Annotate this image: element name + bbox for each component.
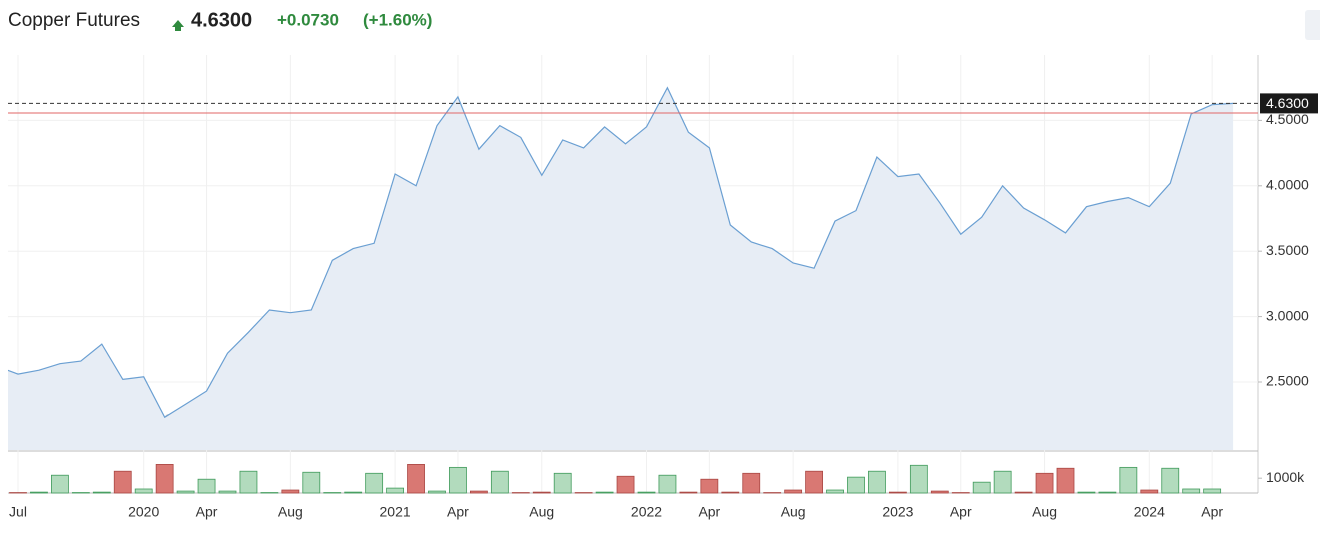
volume-bar bbox=[155, 464, 174, 494]
volume-bar bbox=[1182, 488, 1201, 494]
x-tick-label: 2024 bbox=[1134, 504, 1165, 520]
price-change: +0.0730 bbox=[277, 10, 339, 29]
volume-bar bbox=[92, 491, 111, 494]
y-tick-label: 2.5000 bbox=[1266, 373, 1309, 389]
x-tick-label: 2022 bbox=[631, 504, 662, 520]
volume-bar bbox=[1119, 466, 1138, 494]
x-tick-label: 2023 bbox=[882, 504, 913, 520]
x-tick-label: Aug bbox=[781, 504, 806, 520]
volume-bar bbox=[386, 487, 405, 494]
volume-bar bbox=[721, 491, 740, 494]
volume-bar bbox=[176, 490, 195, 494]
volume-bar bbox=[1077, 491, 1096, 494]
volume-bar bbox=[1035, 472, 1054, 494]
plot-area bbox=[8, 86, 1234, 450]
volume-bar bbox=[700, 478, 719, 494]
x-tick-label: Jul bbox=[9, 504, 27, 520]
volume-bar bbox=[826, 489, 844, 494]
volume-bar bbox=[302, 471, 321, 494]
volume-bar bbox=[407, 464, 425, 494]
volume-bar bbox=[469, 490, 488, 494]
volume-bar bbox=[889, 491, 907, 494]
y-tick-label: 3.5000 bbox=[1266, 242, 1309, 258]
volume-bar bbox=[1203, 488, 1222, 494]
volume-bar bbox=[197, 478, 216, 494]
last-price-box bbox=[1260, 93, 1318, 114]
volume-bar bbox=[553, 472, 572, 494]
volume-bar bbox=[993, 470, 1012, 494]
volume-bar bbox=[658, 474, 677, 494]
volume-bar bbox=[344, 491, 363, 494]
x-tick-label: Aug bbox=[1032, 504, 1057, 520]
volume-bar bbox=[616, 475, 635, 494]
chart-title: Copper Futures bbox=[8, 10, 140, 31]
volume-bar bbox=[113, 470, 132, 494]
volume-bar bbox=[784, 489, 803, 494]
y-tick-label: 4.0000 bbox=[1266, 176, 1309, 192]
x-tick-label: Aug bbox=[278, 504, 303, 520]
x-tick-label: Aug bbox=[529, 504, 554, 520]
volume-bar bbox=[30, 491, 48, 494]
x-tick-label: Apr bbox=[950, 504, 972, 520]
percent-change: (+1.60%) bbox=[363, 10, 432, 29]
volume-bar bbox=[637, 491, 656, 494]
last-price: 4.6300 bbox=[191, 9, 252, 31]
volume-bar bbox=[1056, 467, 1075, 494]
volume-bar bbox=[134, 488, 153, 494]
volume-bar bbox=[868, 470, 886, 494]
volume-bar bbox=[1140, 489, 1159, 494]
x-tick-label: Apr bbox=[447, 504, 469, 520]
volume-bar bbox=[239, 470, 258, 494]
x-tick-label: Apr bbox=[698, 504, 720, 520]
volume-bar bbox=[218, 490, 237, 494]
volume-bar bbox=[365, 472, 384, 494]
volume-bar bbox=[532, 491, 551, 494]
volume-bar bbox=[1161, 467, 1180, 494]
volume-bar bbox=[281, 489, 300, 494]
x-tick-label: Apr bbox=[1201, 504, 1223, 520]
volume-bar bbox=[449, 466, 467, 494]
volume-bar bbox=[742, 472, 761, 494]
volume-bar bbox=[428, 490, 446, 494]
price-line bbox=[8, 86, 1234, 419]
x-tick-label: 2020 bbox=[128, 504, 159, 520]
volume-bar bbox=[595, 491, 614, 494]
last-price-label: 4.6300 bbox=[1266, 95, 1309, 111]
up-arrow bbox=[172, 20, 184, 31]
volume-bar bbox=[1098, 491, 1117, 494]
x-tick-label: 2021 bbox=[380, 504, 411, 520]
volume-bar bbox=[490, 470, 509, 494]
y-tick-label: 4.5000 bbox=[1266, 111, 1309, 127]
y-tick-label: 3.0000 bbox=[1266, 307, 1309, 323]
x-tick-label: Apr bbox=[196, 504, 218, 520]
price-area bbox=[8, 87, 1234, 450]
volume-bar bbox=[972, 481, 991, 494]
volume-bar bbox=[1014, 491, 1033, 494]
volume-tick-label: 1000k bbox=[1266, 469, 1305, 485]
volume-bar bbox=[51, 474, 69, 494]
volume-bar bbox=[679, 491, 698, 494]
volume-bar bbox=[930, 490, 949, 494]
volume-bar bbox=[909, 464, 928, 494]
info-button[interactable] bbox=[1305, 10, 1320, 40]
volume-bar bbox=[847, 476, 865, 494]
volume-bar bbox=[805, 470, 823, 494]
